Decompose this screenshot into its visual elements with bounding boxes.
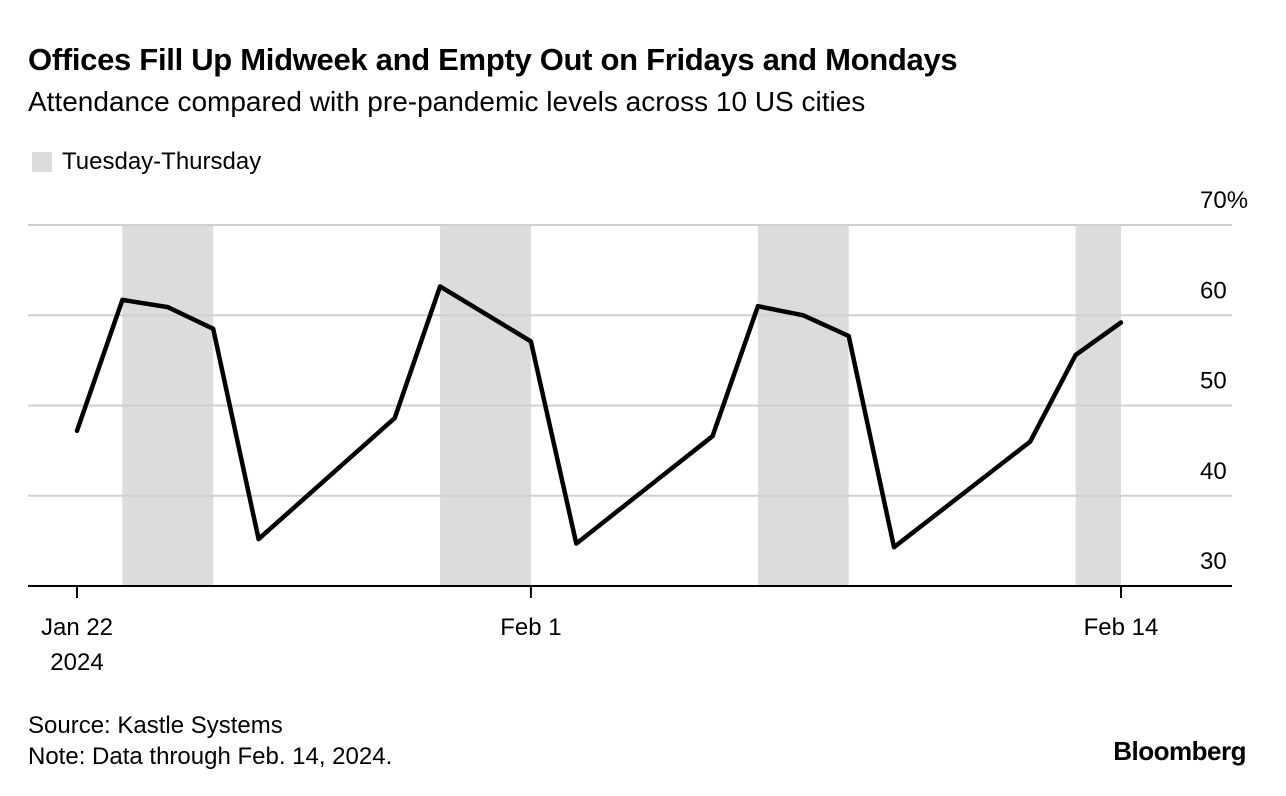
x-tick-label: Feb 14	[1084, 614, 1159, 641]
bloomberg-logo: Bloomberg	[1113, 736, 1246, 766]
data-point	[711, 435, 713, 437]
data-point	[439, 285, 441, 287]
data-point	[1075, 354, 1077, 356]
x-tick-label: 2024	[50, 649, 103, 676]
data-point	[1029, 441, 1031, 443]
y-tick-label: 30	[1200, 548, 1227, 575]
data-point	[76, 430, 78, 432]
legend: Tuesday-Thursday	[32, 148, 261, 176]
data-note: Note: Data through Feb. 14, 2024.	[28, 743, 393, 770]
footer: Source: Kastle Systems Note: Data throug…	[28, 710, 392, 772]
data-point	[258, 538, 260, 540]
x-tick-label: Jan 22	[41, 614, 113, 641]
x-axis: Jan 22 2024 Feb 1 Feb 14	[28, 585, 1232, 676]
y-tick-label: 70%	[1200, 187, 1248, 214]
source-note: Source: Kastle Systems	[28, 712, 283, 739]
series-line	[74, 284, 1124, 550]
data-point	[802, 314, 804, 316]
y-axis-ticks: 30 40 50 60 70%	[1200, 187, 1248, 575]
data-point	[121, 299, 123, 301]
legend-label: Tuesday-Thursday	[62, 148, 262, 175]
series-layer	[74, 284, 1124, 550]
data-point	[848, 335, 850, 337]
data-point	[1120, 321, 1122, 323]
data-point	[212, 328, 214, 330]
y-tick-label: 40	[1200, 458, 1227, 485]
data-point	[893, 546, 895, 548]
gridlines	[28, 224, 1232, 497]
data-point	[167, 306, 169, 308]
chart-subtitle: Attendance compared with pre-pandemic le…	[28, 86, 866, 117]
data-point	[394, 417, 396, 419]
y-tick-label: 60	[1200, 277, 1227, 304]
data-point	[575, 543, 577, 545]
chart-title: Offices Fill Up Midweek and Empty Out on…	[28, 42, 958, 77]
x-tick-label: Feb 1	[500, 614, 561, 641]
data-point	[530, 340, 532, 342]
data-point	[757, 305, 759, 307]
legend-swatch	[32, 152, 52, 172]
y-tick-label: 50	[1200, 368, 1227, 395]
